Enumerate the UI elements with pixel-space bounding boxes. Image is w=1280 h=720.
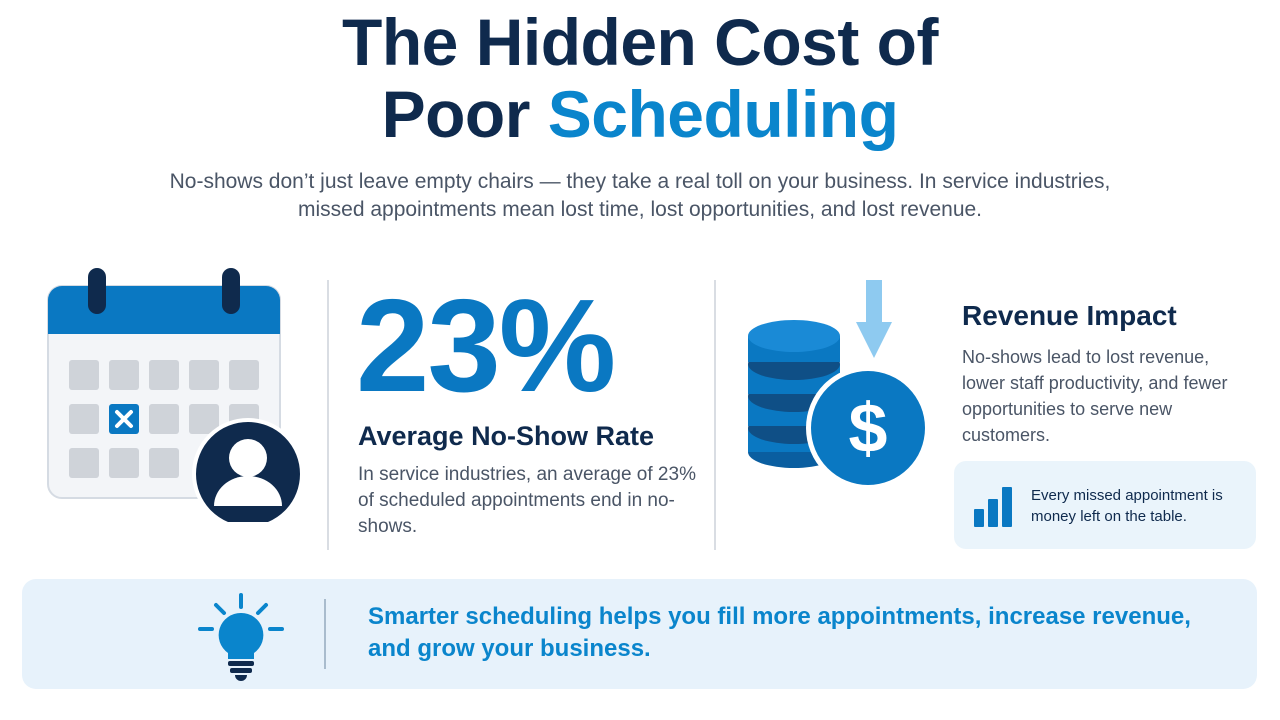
calendar-icon <box>47 268 304 530</box>
title-line-1: The Hidden Cost of <box>342 5 938 79</box>
revenue-impact-description: No-shows lead to lost revenue, lower sta… <box>962 347 1228 445</box>
calendar-illustration <box>40 262 310 530</box>
divider-right <box>714 280 716 550</box>
page-title: The Hidden Cost of Poor Scheduling <box>0 6 1280 150</box>
dollar-coin-icon: $ <box>849 389 888 467</box>
revenue-impact-title: Revenue Impact <box>962 300 1177 331</box>
bar-chart-icon <box>974 487 1012 527</box>
no-show-rate-value: 23% <box>356 272 616 419</box>
callout-text: Every missed appointment is money left o… <box>1031 487 1223 525</box>
divider-left <box>327 280 329 550</box>
no-show-rate-description: In service industries, an average of 23%… <box>358 464 696 537</box>
revenue-illustration: $ <box>744 276 944 496</box>
no-show-rate-label: Average No-Show Rate <box>358 421 655 451</box>
title-word-scheduling: Scheduling <box>547 77 899 151</box>
lightbulb-icon <box>198 593 284 681</box>
bottom-banner: Smarter scheduling helps you fill more a… <box>22 579 1257 689</box>
banner-divider <box>324 599 326 669</box>
coin-stack-icon: $ <box>748 280 930 490</box>
subtitle: No-shows don’t just leave empty chairs —… <box>169 170 1111 221</box>
money-callout: Every missed appointment is money left o… <box>954 461 1256 549</box>
title-word-poor: Poor <box>381 77 531 151</box>
banner-text: Smarter scheduling helps you fill more a… <box>368 603 1191 662</box>
title-line-2: Poor Scheduling <box>0 78 1280 150</box>
lightbulb-illustration <box>198 589 308 681</box>
